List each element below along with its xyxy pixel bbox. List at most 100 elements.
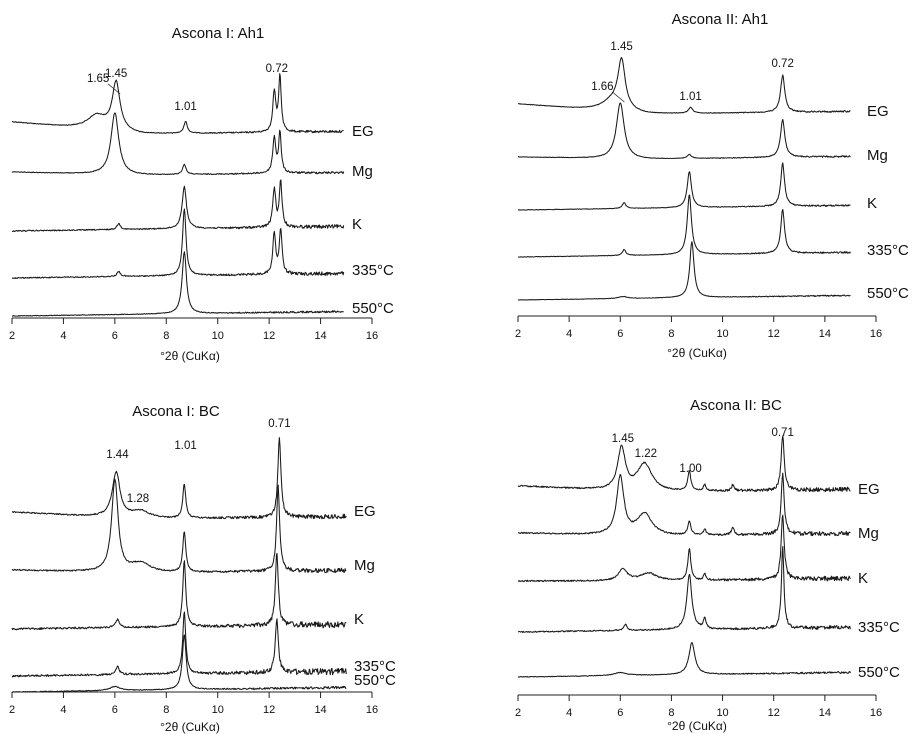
series-line-k [518, 162, 851, 211]
x-tick-label: 12 [263, 704, 275, 716]
x-tick-label: 2 [515, 707, 521, 719]
peak-label: 1.44 [106, 449, 129, 461]
x-tick-label: 16 [366, 330, 378, 342]
x-tick-label: 4 [566, 707, 572, 719]
series-label-335c: 335°C [352, 262, 394, 279]
x-tick-label: 4 [60, 330, 66, 342]
x-tick-label: 8 [163, 330, 169, 342]
x-axis-label: °2θ (CuKα) [667, 719, 727, 733]
peak-label: 0.71 [771, 427, 793, 439]
series-line-k [11, 552, 347, 631]
x-tick-label: 8 [668, 328, 674, 340]
x-tick-label: 16 [870, 328, 882, 340]
series-label-335c: 335°C [858, 619, 900, 636]
series-line-335c [12, 208, 345, 279]
x-tick-label: 6 [617, 707, 623, 719]
series-line-mg [11, 112, 345, 176]
panel-title: Ascona I: Ah1 [172, 25, 265, 42]
x-tick-label: 14 [819, 328, 831, 340]
x-tick-label: 6 [112, 704, 118, 716]
peak-leader-line [612, 91, 625, 103]
panel-title: Ascona II: BC [690, 397, 782, 414]
x-tick-label: 16 [366, 704, 378, 716]
panel-ascona-i-bc: Ascona I: BC 1.44 1.28 1.01 0.71 EG Mg K 335°C… [9, 403, 396, 734]
series-label-eg: EG [858, 481, 880, 498]
series-label-550c: 550°C [354, 672, 396, 689]
series-line-mg [11, 478, 347, 574]
series-label-mg: Mg [354, 557, 375, 574]
series-line-k [517, 514, 851, 583]
series-line-550c [11, 634, 347, 693]
x-tick-label: 12 [263, 330, 275, 342]
x-tick-label: 8 [668, 707, 674, 719]
panel-ascona-ii-bc: Ascona II: BC 1.451.22 1.00 0.71 EG Mg K 335°… [515, 397, 900, 733]
peak-label: 0.72 [266, 63, 288, 75]
x-tick-label: 10 [212, 704, 224, 716]
panel-title: Ascona II: Ah1 [672, 11, 769, 28]
x-tick-label: 12 [768, 328, 780, 340]
series-label-550c: 550°C [867, 285, 909, 302]
x-tick-label: 10 [716, 328, 728, 340]
panel-ascona-ii-ah1: Ascona II: Ah1 1.66 1.45 1.01 0.72 EG Mg K 335… [515, 11, 909, 360]
series-label-mg: Mg [352, 163, 373, 180]
x-tick-label: 6 [112, 330, 118, 342]
series-label-550c: 550°C [352, 300, 394, 317]
series-label-eg: EG [354, 503, 376, 520]
peak-label: 0.72 [771, 58, 793, 70]
x-tick-label: 6 [617, 328, 623, 340]
series-label-550c: 550°C [858, 664, 900, 681]
series-line-eg [11, 73, 344, 134]
x-tick-label: 4 [60, 704, 66, 716]
series-line-335c [517, 545, 851, 634]
x-tick-label: 8 [163, 704, 169, 716]
x-axis-label: °2θ (CuKα) [667, 346, 727, 360]
peak-label: 1.45 [105, 68, 127, 80]
series-line-eg [517, 435, 851, 493]
peak-label: 1.65 [87, 73, 109, 85]
series-label-eg: EG [352, 123, 374, 140]
panel-title: Ascona I: BC [132, 403, 220, 420]
series-line-eg [12, 437, 347, 520]
peak-label: 1.45 [612, 433, 634, 445]
x-tick-label: 10 [212, 330, 224, 342]
x-tick-label: 12 [768, 707, 780, 719]
series-label-mg: Mg [858, 525, 879, 542]
x-tick-label: 4 [566, 328, 572, 340]
peak-label: 1.45 [610, 41, 632, 53]
x-tick-label: 16 [870, 707, 882, 719]
peak-label: 1.01 [679, 91, 701, 103]
series-line-550c [517, 641, 851, 678]
x-tick-label: 14 [314, 330, 326, 342]
peak-label: 1.22 [635, 448, 657, 460]
series-line-335c [11, 611, 347, 678]
peak-label: 1.66 [591, 81, 613, 93]
series-line-eg [518, 56, 851, 114]
series-label-335c: 335°C [867, 242, 909, 259]
series-line-mg [517, 472, 851, 537]
peak-label: 1.00 [679, 463, 701, 475]
x-tick-label: 10 [716, 707, 728, 719]
peak-label: 1.28 [127, 493, 149, 505]
x-axis-label: °2θ (CuKα) [160, 720, 220, 734]
x-tick-label: 14 [819, 707, 831, 719]
peak-label: 0.71 [268, 418, 290, 430]
series-line-550c [517, 241, 851, 301]
series-label-mg: Mg [867, 147, 888, 164]
series-label-k: K [867, 195, 877, 212]
x-tick-label: 2 [515, 328, 521, 340]
x-tick-label: 14 [314, 704, 326, 716]
peak-label: 1.01 [174, 101, 196, 113]
x-tick-label: 2 [9, 704, 15, 716]
series-label-k: K [354, 611, 364, 628]
peak-label: 1.01 [174, 440, 196, 452]
x-axis-label: °2θ (CuKα) [160, 349, 220, 363]
x-tick-label: 2 [9, 330, 15, 342]
series-line-k [11, 179, 345, 232]
series-label-k: K [352, 216, 362, 233]
series-line-550c [11, 251, 344, 317]
series-line-mg [518, 102, 851, 160]
series-label-eg: EG [867, 103, 889, 120]
series-line-335c [518, 194, 851, 258]
series-label-k: K [858, 570, 868, 587]
